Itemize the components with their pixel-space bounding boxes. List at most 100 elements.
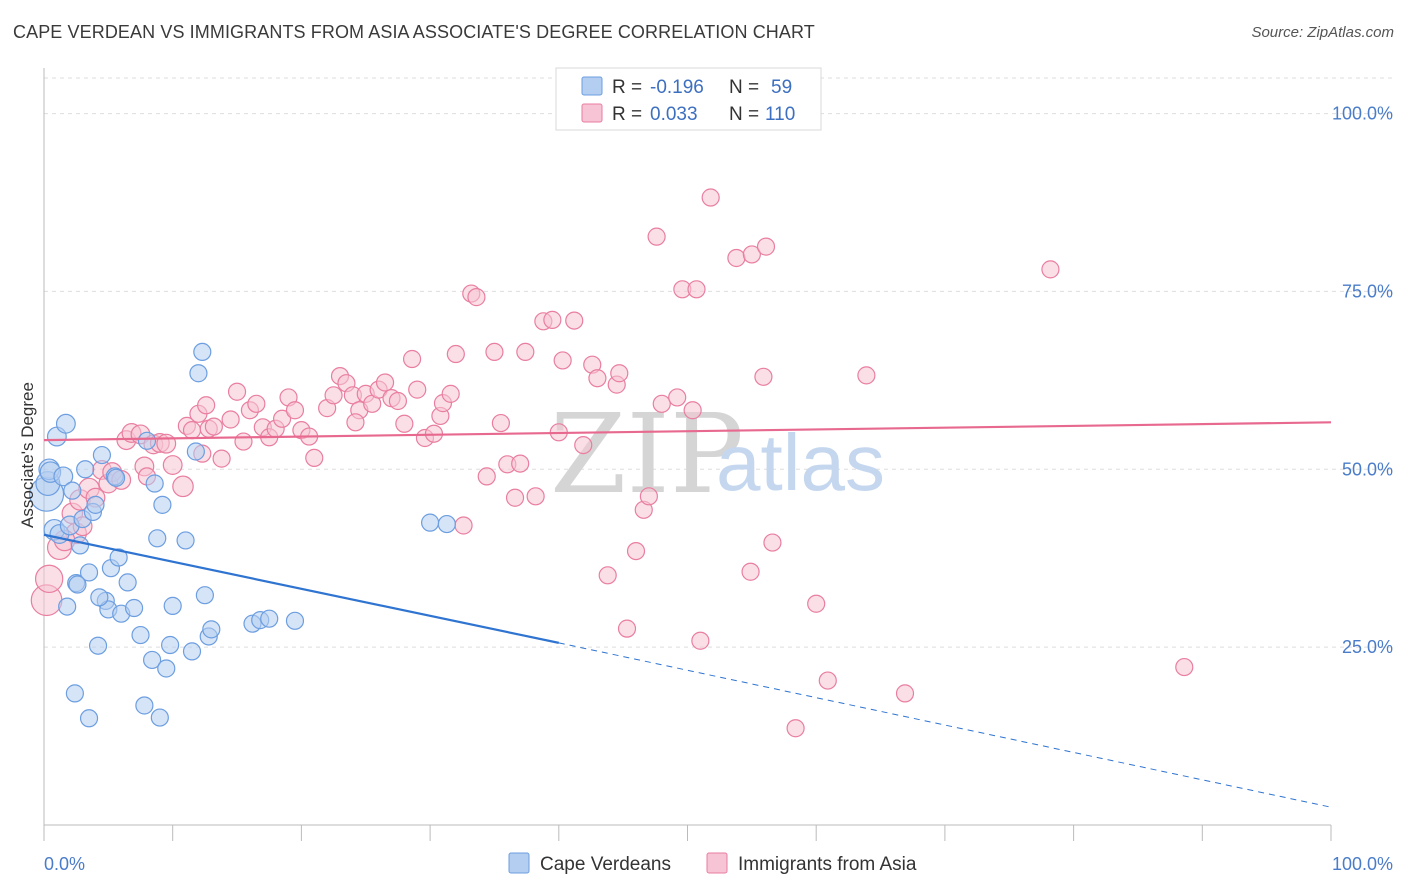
y-tick-labels: 25.0% 50.0% 75.0% 100.0%: [1332, 104, 1393, 658]
immigrants-asia-point: [626, 541, 646, 561]
immigrants-asia-point: [204, 417, 223, 436]
immigrants-asia-point: [477, 467, 496, 486]
cape-verdean-point: [157, 659, 176, 678]
immigrants-asia-point: [285, 401, 305, 420]
trend-line-cape-verdeans: [43, 533, 560, 644]
cape-verdean-point: [106, 468, 126, 487]
trend-line-immigrants-asia: [43, 421, 1332, 442]
immigrants-asia-point: [742, 245, 761, 264]
cape-verdean-point: [65, 684, 84, 703]
y-tick-label: 50.0%: [1342, 459, 1393, 479]
immigrants-asia-point: [543, 310, 562, 329]
immigrants-asia-point: [1041, 260, 1060, 279]
legend-r-label: R =: [612, 104, 642, 125]
legend-r-value: 0.033: [650, 104, 698, 125]
immigrants-asia-point: [565, 311, 584, 330]
gridlines: [44, 77, 1392, 648]
immigrants-asia-point: [395, 414, 414, 433]
immigrants-asia-point: [727, 248, 746, 268]
cape-verdean-point: [195, 586, 214, 605]
cape-verdean-point: [145, 474, 164, 493]
immigrants-asia-point: [182, 421, 202, 440]
cape-verdean-point: [137, 431, 157, 450]
immigrants-asia-point: [639, 487, 658, 506]
immigrants-asia-point: [741, 562, 760, 581]
cape-verdean-point: [135, 696, 154, 715]
immigrants-asia-point: [162, 455, 183, 475]
cape-verdean-point: [53, 466, 74, 487]
cape-verdean-point: [118, 573, 137, 592]
immigrants-asia-point: [617, 619, 637, 638]
immigrants-asia-point: [491, 413, 510, 433]
watermark: ZIP atlas: [550, 390, 885, 518]
immigrants-asia-point: [691, 631, 710, 650]
immigrants-asia-point: [574, 435, 593, 455]
immigrants-asia-point: [683, 401, 702, 420]
cape-verdean-point: [163, 596, 182, 615]
axes: [43, 68, 1332, 841]
immigrants-asia-point: [247, 394, 266, 413]
legend-item-blue-swatch: [508, 852, 530, 874]
cape-verdean-point: [153, 495, 172, 514]
immigrants-asia-point: [324, 386, 343, 405]
cape-verdean-point: [88, 636, 108, 655]
immigrants-asia-point: [610, 364, 629, 383]
y-tick-label: 75.0%: [1342, 281, 1393, 301]
cape-verdean-point: [437, 514, 456, 534]
immigrants-asia-point: [857, 366, 876, 385]
immigrants-asia-point: [701, 188, 720, 207]
cape-verdean-point: [421, 513, 440, 532]
immigrants-asia-point: [687, 280, 706, 299]
immigrants-asia-point: [553, 351, 572, 370]
immigrants-asia-point: [818, 671, 837, 690]
correlation-legend: R = -0.196 N = 59 R = 0.033 N = 110: [555, 67, 822, 131]
y-axis-title: Associate's Degree: [18, 382, 37, 528]
immigrants-asia-point: [598, 566, 617, 585]
cape-verdean-point: [161, 635, 180, 655]
legend-r-label: R =: [612, 77, 642, 98]
cape-verdean-point: [68, 575, 87, 594]
immigrants-asia-point: [212, 449, 231, 468]
immigrants-asia-point: [763, 533, 782, 552]
cape-verdean-point: [55, 413, 76, 434]
trend-line-cape-verdeans-extension: [558, 642, 1332, 808]
cape-verdean-point: [131, 625, 150, 645]
immigrants-asia-point: [647, 227, 666, 246]
cape-verdean-point: [189, 364, 208, 383]
immigrants-asia-point: [197, 396, 216, 415]
immigrants-asia-point: [485, 342, 504, 361]
immigrants-asia-point: [234, 432, 253, 451]
immigrants-asia-point: [652, 394, 671, 413]
cape-verdean-point: [150, 708, 169, 727]
source-label: Source: ZipAtlas.com: [1251, 24, 1394, 41]
y-tick-label: 100.0%: [1332, 104, 1393, 124]
cape-verdean-point: [124, 598, 144, 618]
immigrants-asia-point: [754, 367, 773, 386]
immigrants-asia-point: [807, 594, 826, 613]
cape-verdean-point: [193, 342, 212, 361]
legend-item-immigrants-from-asia: Immigrants from Asia: [738, 854, 917, 875]
trend-lines: [43, 421, 1332, 808]
legend-r-value: -0.196: [650, 77, 704, 98]
legend-n-value: 110: [765, 104, 795, 125]
immigrants-asia-point: [526, 487, 545, 506]
cape-verdean-point: [86, 495, 105, 514]
watermark-atlas: atlas: [716, 418, 885, 507]
x-tick-label: 0.0%: [44, 854, 85, 874]
cape-verdean-point: [176, 531, 195, 550]
legend-item-pink-swatch: [706, 852, 728, 874]
cape-verdean-point: [285, 611, 305, 630]
cape-verdean-point: [70, 536, 90, 555]
cape-verdean-point: [186, 442, 205, 461]
legend-item-cape-verdeans: Cape Verdeans: [540, 854, 671, 875]
immigrants-asia-point: [227, 382, 247, 401]
cape-verdean-point: [63, 481, 82, 500]
cape-verdean-point: [143, 650, 162, 670]
immigrants-asia-point: [446, 344, 465, 364]
immigrants-asia-point: [895, 684, 915, 703]
immigrants-asia-point: [467, 288, 486, 307]
immigrants-asia-point: [511, 454, 530, 473]
x-tick-label: 100.0%: [1332, 854, 1393, 874]
cape-verdean-point: [79, 563, 99, 582]
